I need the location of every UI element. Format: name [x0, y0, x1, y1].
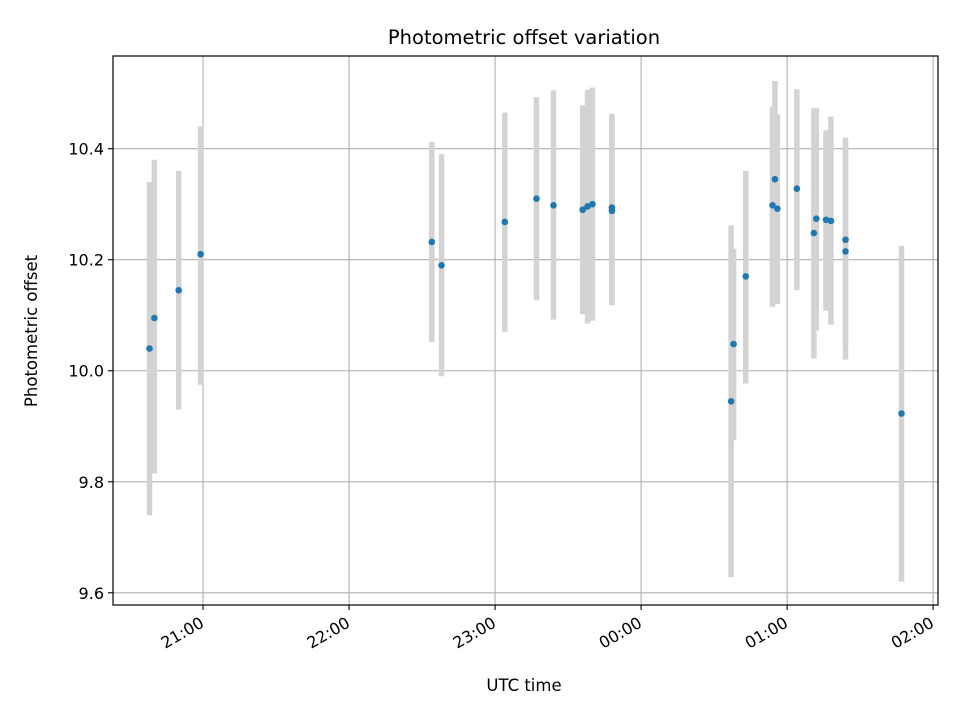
data-point [771, 175, 779, 183]
data-point [813, 215, 820, 222]
data-point [175, 286, 183, 294]
data-point [579, 206, 586, 214]
plot-frame [112, 55, 939, 606]
data-point [842, 236, 849, 244]
grid [113, 56, 938, 605]
data-point [533, 195, 540, 202]
data-point [769, 202, 776, 209]
data-point [608, 204, 616, 211]
data-point [151, 314, 158, 322]
y-axis-label: Photometric offset [22, 254, 41, 407]
x-axis-label: UTC time [486, 676, 561, 695]
data-point [197, 250, 204, 258]
y-tick-label: 10.4 [68, 140, 104, 159]
data-point [827, 217, 835, 225]
data-point [727, 397, 735, 405]
data-point [742, 273, 750, 280]
data-point [428, 238, 436, 246]
data-point [550, 202, 557, 209]
data-point [898, 410, 905, 417]
data-point [730, 340, 737, 348]
y-tick-label: 10.2 [68, 251, 104, 270]
data-points [146, 175, 905, 417]
data-point [438, 261, 445, 269]
y-tick-label: 10.0 [68, 362, 104, 381]
y-tick-label: 9.8 [79, 473, 104, 492]
chart-title: Photometric offset variation [388, 26, 660, 49]
data-point [774, 205, 781, 212]
data-point [810, 229, 818, 237]
data-point [501, 218, 509, 226]
data-point [589, 200, 596, 208]
data-point [793, 185, 801, 192]
data-point [842, 248, 849, 255]
data-point [146, 345, 153, 352]
y-ticks: 9.6 9.8 10.0 10.2 10.4 [68, 140, 113, 603]
y-tick-label: 9.6 [79, 584, 104, 603]
